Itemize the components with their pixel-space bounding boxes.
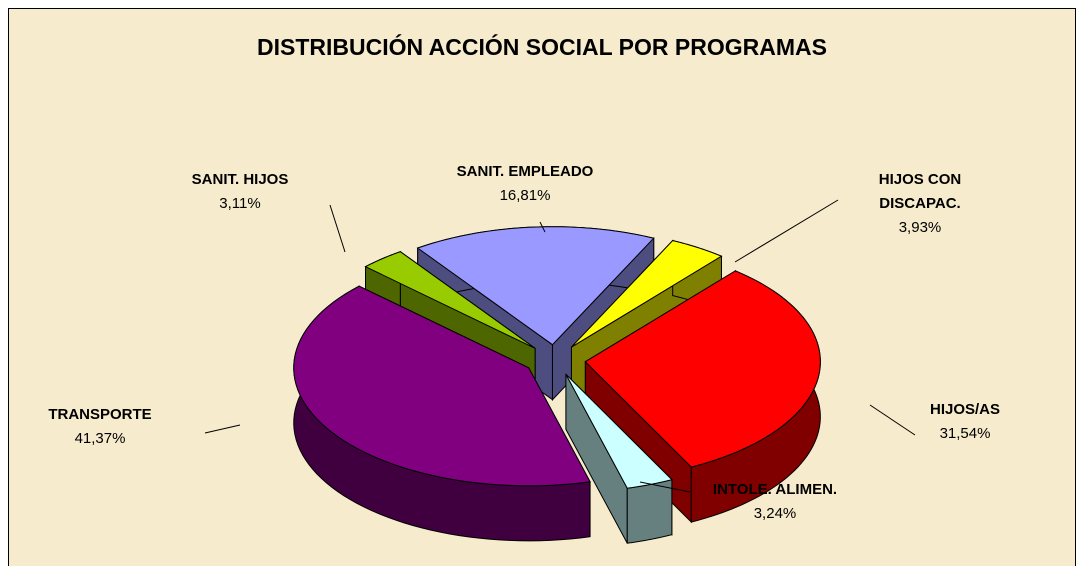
leader-line xyxy=(734,199,839,263)
slice-label: HIJOS CON DISCAPAC. 3,93% xyxy=(845,168,995,240)
slice-top xyxy=(364,251,536,349)
pie-slice xyxy=(293,285,591,542)
value-label: 3,24% xyxy=(753,505,797,522)
slice-label: SANIT. EMPLEADO 16,81% xyxy=(415,160,635,208)
leader-line xyxy=(639,481,691,493)
slice-wall xyxy=(626,479,673,544)
category-label: SANIT. HIJOS xyxy=(191,171,289,188)
leader-line xyxy=(539,221,546,233)
category-label: INTOLE. ALIMEN. xyxy=(712,481,838,498)
slice-top xyxy=(584,270,821,468)
value-label: 31,54% xyxy=(939,425,991,442)
value-label: 41,37% xyxy=(74,430,126,447)
value-label: 3,11% xyxy=(219,195,261,212)
category-label: TRANSPORTE xyxy=(48,406,152,423)
category-label: HIJOS/AS xyxy=(929,401,1001,418)
value-label: 3,93% xyxy=(898,219,942,236)
leader-line xyxy=(329,204,346,253)
category-label: SANIT. EMPLEADO xyxy=(456,163,594,180)
pie-slice xyxy=(565,373,673,544)
leader-line xyxy=(204,424,241,434)
leader-line xyxy=(869,404,916,436)
slice-top xyxy=(571,240,723,348)
slice-top xyxy=(565,373,673,489)
slice-label: INTOLE. ALIMEN. 3,24% xyxy=(675,478,875,526)
slice-top xyxy=(416,226,655,346)
value-label: 16,81% xyxy=(499,187,551,204)
slice-label: SANIT. HIJOS 3,11% xyxy=(160,168,320,216)
chart-title: DISTRIBUCIÓN ACCIÓN SOCIAL POR PROGRAMAS xyxy=(257,34,827,60)
category-label: HIJOS CON DISCAPAC. xyxy=(878,171,962,212)
slice-label: HIJOS/AS 31,54% xyxy=(905,398,1025,446)
slice-top xyxy=(293,285,591,487)
slice-label: TRANSPORTE 41,37% xyxy=(20,403,180,451)
